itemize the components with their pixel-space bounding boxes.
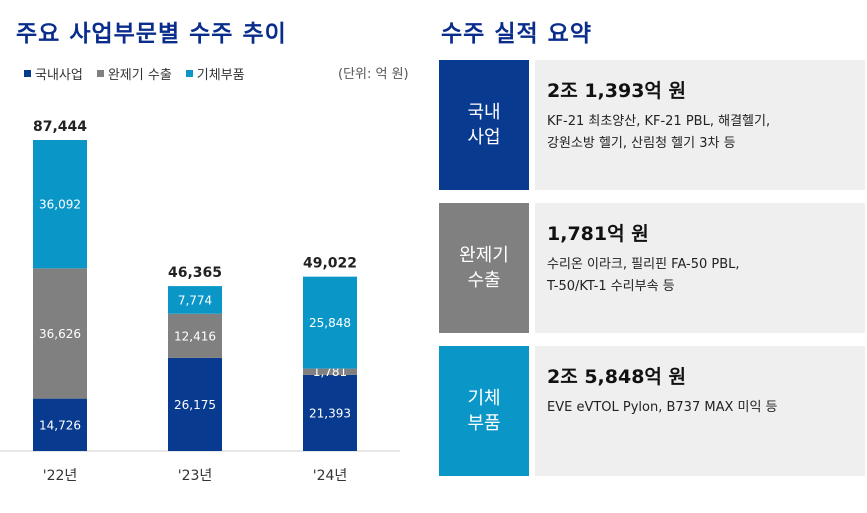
card-label-line: 완제기	[459, 245, 509, 266]
data-label-parts: 25,848	[309, 316, 351, 330]
legend-swatch-export	[96, 70, 104, 77]
card-label-line: 국내	[467, 102, 501, 123]
card-amount: 2조 5,848억 원	[547, 366, 686, 388]
data-label-domestic: 21,393	[309, 406, 351, 420]
legend-item-parts: 기체부품	[185, 64, 245, 83]
chart-title: 주요 사업부문별 수주 추이	[16, 21, 287, 47]
card-desc: 수리온 이라크, 필리핀 FA-50 PBL, T-50/KT-1 수리부속 등	[547, 254, 853, 298]
card-desc-line: KF-21 최초양산, KF-21 PBL, 해결헬기,	[547, 114, 771, 129]
data-label-export: 12,416	[174, 329, 216, 343]
bar-segment-parts	[303, 276, 357, 369]
card-desc: KF-21 최초양산, KF-21 PBL, 해결헬기, 강원소방 헬기, 산림…	[547, 111, 853, 155]
card-desc-line: 수리온 이라크, 필리핀 FA-50 PBL,	[547, 257, 740, 272]
total-label: 49,022	[303, 256, 357, 272]
bar-segment-export	[33, 268, 87, 399]
unit-label: (단위: 억 원)	[338, 67, 409, 82]
card-desc-line: 강원소방 헬기, 산림청 헬기 3차 등	[547, 136, 736, 151]
legend-item-export: 완제기 수출	[96, 64, 172, 83]
total-label: 46,365	[168, 265, 222, 281]
bar-segment-domestic	[303, 374, 357, 451]
legend-label-parts: 기체부품	[196, 68, 245, 83]
card-desc-line: T-50/KT-1 수리부속 등	[547, 279, 675, 294]
card-label-line: 수출	[467, 270, 501, 291]
data-label-domestic: 14,726	[39, 418, 81, 432]
x-tick-label: '24년	[313, 468, 348, 484]
x-tick-label: '22년	[43, 468, 78, 484]
data-label-export: 36,626	[39, 327, 81, 341]
card-desc: EVE eVTOL Pylon, B737 MAX 미익 등	[547, 397, 853, 419]
card-body-export: 1,781억 원 수리온 이라크, 필리핀 FA-50 PBL, T-50/KT…	[535, 203, 865, 333]
card-label-line: 부품	[467, 413, 501, 434]
card-amount: 2조 1,393억 원	[547, 80, 686, 102]
legend-label-export: 완제기 수출	[107, 68, 172, 83]
bar-segment-export	[303, 368, 357, 375]
data-label-export: 1,781	[313, 365, 347, 379]
card-desc-line: EVE eVTOL Pylon, B737 MAX 미익 등	[547, 400, 778, 415]
bar-segment-parts	[168, 286, 222, 314]
card-body-domestic: 2조 1,393억 원 KF-21 최초양산, KF-21 PBL, 해결헬기,…	[535, 60, 865, 190]
chart-legend: 국내사업 완제기 수출 기체부품	[24, 64, 245, 83]
bar-segment-export	[168, 313, 222, 358]
data-label-domestic: 26,175	[174, 398, 216, 412]
card-label-line: 사업	[467, 127, 501, 148]
total-label: 87,444	[33, 119, 87, 135]
legend-swatch-domestic	[24, 70, 31, 77]
bar-segment-domestic	[168, 357, 222, 451]
card-body-parts: 2조 5,848억 원 EVE eVTOL Pylon, B737 MAX 미익…	[535, 346, 865, 476]
bar-segment-domestic	[33, 398, 87, 451]
bar-segment-parts	[33, 140, 87, 269]
card-label-line: 기체	[467, 388, 501, 409]
legend-swatch-parts	[185, 70, 193, 77]
summary-title: 수주 실적 요약	[441, 21, 592, 47]
x-tick-label: '23년	[178, 468, 213, 484]
legend-item-domestic: 국내사업	[24, 64, 83, 83]
legend-label-domestic: 국내사업	[35, 68, 83, 83]
card-amount: 1,781억 원	[547, 223, 649, 245]
stacked-bar-chart: 14,726 36,626 36,092 87,444 '22년 26,175 12,416…	[0, 119, 400, 484]
data-label-parts: 36,092	[39, 198, 81, 212]
data-label-parts: 7,774	[178, 293, 212, 307]
